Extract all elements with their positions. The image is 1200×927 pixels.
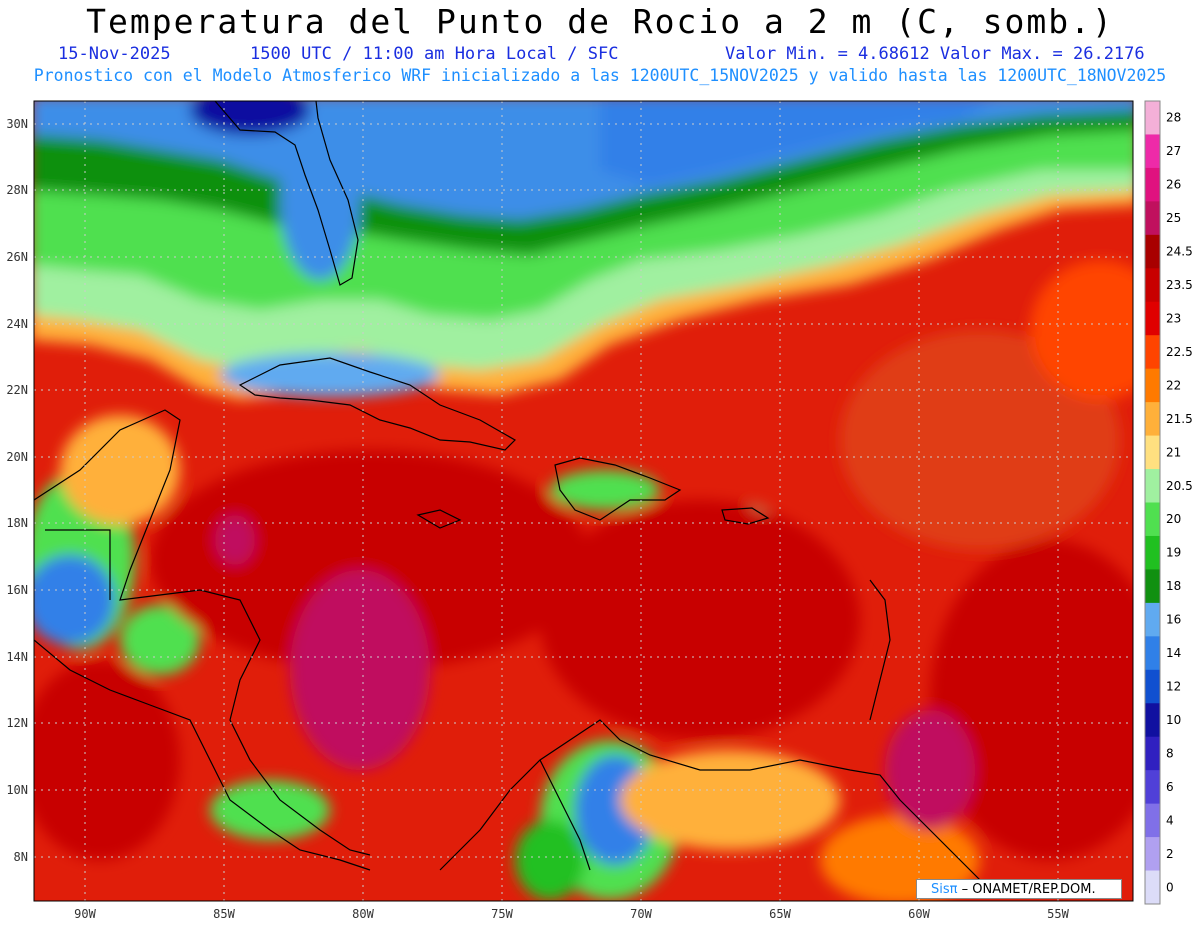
legend-swatch: [1145, 368, 1160, 403]
lon-label: 60W: [908, 907, 930, 921]
min-max-values: Valor Min. = 4.68612 Valor Max. = 26.217…: [725, 44, 1145, 64]
lat-label: 8N: [14, 850, 28, 864]
legend-label: 0: [1166, 880, 1174, 894]
legend-swatch: [1145, 301, 1160, 336]
coastlines: [34, 101, 981, 881]
legend-swatch: [1145, 469, 1160, 503]
map-title: Temperatura del Punto de Rocio a 2 m (C,…: [86, 2, 1114, 41]
legend-swatch: [1145, 770, 1160, 805]
legend-swatch: [1145, 535, 1160, 570]
legend-label: 26: [1166, 178, 1181, 192]
legend-label: 28: [1166, 111, 1181, 125]
legend-swatch: [1145, 602, 1160, 637]
legend-label: 20: [1166, 512, 1181, 526]
lon-label: 70W: [630, 907, 652, 921]
legend-swatch: [1145, 870, 1160, 905]
lon-label: 55W: [1047, 907, 1069, 921]
legend-label: 6: [1166, 780, 1174, 794]
legend-frame: [1144, 100, 1161, 905]
legend-swatch: [1145, 335, 1160, 370]
lat-label: 14N: [6, 650, 28, 664]
legend-label: 21.5: [1166, 412, 1193, 426]
legend-label: 23: [1166, 311, 1181, 325]
legend-swatch: [1145, 502, 1160, 537]
lat-label: 24N: [6, 317, 28, 331]
color-legend: 2827262524.523.52322.52221.52120.5201918…: [1144, 100, 1193, 905]
lat-label: 28N: [6, 183, 28, 197]
legend-swatch: [1145, 669, 1160, 704]
sistema-logo-text: Sisπ: [931, 882, 958, 897]
legend-label: 16: [1166, 613, 1181, 627]
legend-swatch: [1145, 402, 1160, 437]
lat-label: 18N: [6, 516, 28, 530]
legend-label: 20.5: [1166, 479, 1193, 493]
legend-swatch: [1145, 803, 1160, 838]
legend-label: 19: [1166, 546, 1181, 560]
lon-label: 90W: [74, 907, 96, 921]
legend-swatch: [1145, 837, 1160, 872]
legend-label: 12: [1166, 680, 1181, 694]
map-frame: [33, 100, 1134, 902]
legend-swatch: [1145, 736, 1160, 771]
legend-swatch: [1145, 636, 1160, 671]
legend-label: 18: [1166, 579, 1181, 593]
legend-label: 23.5: [1166, 278, 1193, 292]
lat-labels: 30N 28N 26N 24N 22N 20N 18N 16N 14N 12N …: [6, 117, 28, 864]
legend-label: 22: [1166, 378, 1181, 392]
legend-label: 4: [1166, 813, 1174, 827]
legend-swatch: [1145, 435, 1160, 470]
legend-label: 2: [1166, 847, 1174, 861]
lat-label: 10N: [6, 783, 28, 797]
lat-label: 20N: [6, 450, 28, 464]
lat-label: 16N: [6, 583, 28, 597]
legend-swatch: [1145, 268, 1160, 303]
legend-label: 22.5: [1166, 345, 1193, 359]
lon-label: 85W: [213, 907, 235, 921]
legend-label: 14: [1166, 646, 1181, 660]
lat-label: 26N: [6, 250, 28, 264]
legend-swatch: [1145, 569, 1160, 604]
legend-swatch: [1145, 234, 1160, 269]
credit-text: – ONAMET/REP.DOM.: [957, 882, 1096, 897]
lat-label: 30N: [6, 117, 28, 131]
legend-swatch: [1145, 101, 1160, 135]
legend-swatch: [1145, 703, 1160, 738]
lat-label: 12N: [6, 716, 28, 730]
lon-labels: 90W 85W 80W 75W 70W 65W 60W 55W: [74, 907, 1069, 921]
dewpoint-field: [34, 101, 1133, 901]
valid-time: 1500 UTC / 11:00 am Hora Local / SFC: [250, 44, 619, 64]
lon-label: 80W: [352, 907, 374, 921]
model-info: Pronostico con el Modelo Atmosferico WRF…: [33, 66, 1167, 85]
lon-label: 65W: [769, 907, 791, 921]
lat-label: 22N: [6, 383, 28, 397]
legend-swatch: [1145, 134, 1160, 169]
graticule: [34, 101, 1133, 901]
legend-swatch: [1145, 201, 1160, 236]
legend-label: 21: [1166, 445, 1181, 459]
legend-swatch: [1145, 167, 1160, 202]
legend-label: 27: [1166, 144, 1181, 158]
credit-box: Sisπ – ONAMET/REP.DOM.: [916, 879, 1122, 899]
legend-label: 24.5: [1166, 245, 1193, 259]
legend-label: 10: [1166, 713, 1181, 727]
lon-label: 75W: [491, 907, 513, 921]
legend-label: 25: [1166, 211, 1181, 225]
legend-label: 8: [1166, 746, 1174, 760]
forecast-date: 15-Nov-2025: [58, 44, 171, 64]
